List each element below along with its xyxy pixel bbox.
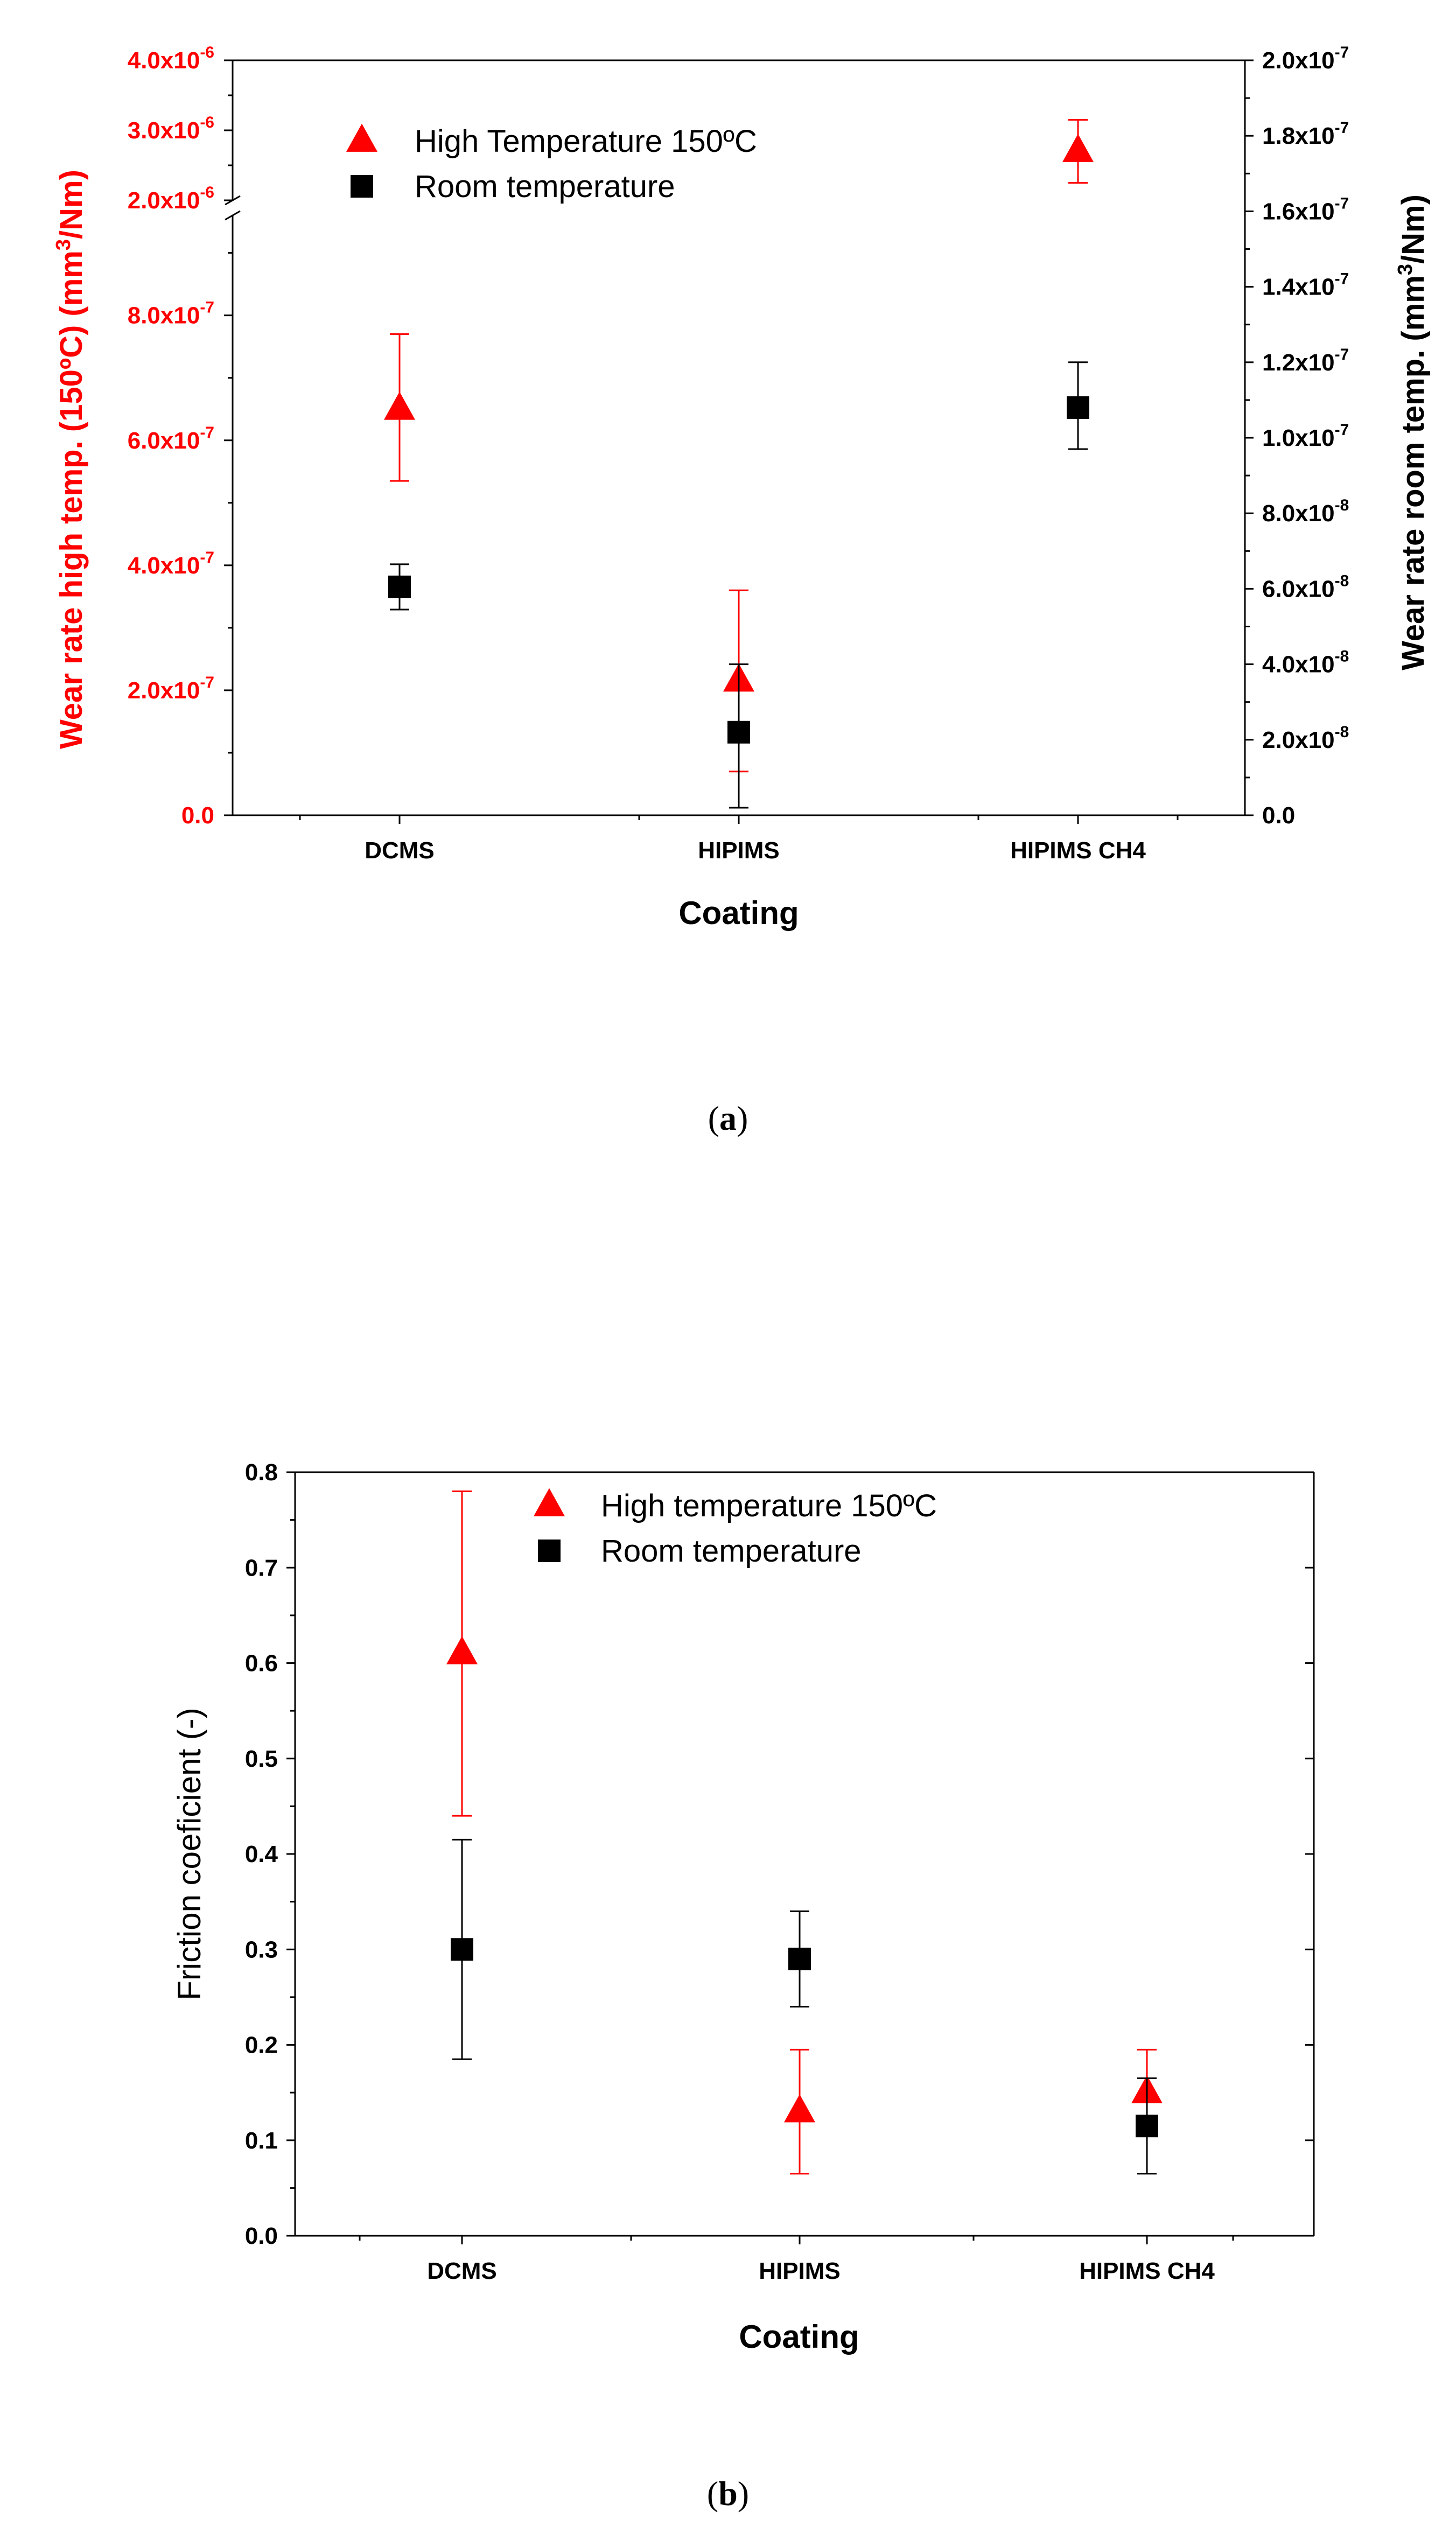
left-tick-label: 2.0x10-7: [128, 674, 214, 704]
legend-marker-room-temp: [538, 1540, 561, 1562]
data-point-high-temp: [1062, 134, 1094, 162]
x-tick-label: DCMS: [427, 2258, 497, 2284]
left-tick-label: 0.0: [181, 802, 214, 829]
x-tick-label: DCMS: [365, 837, 435, 864]
y-tick-label: 0.2: [245, 2032, 278, 2059]
right-tick-label: 1.0x10-7: [1262, 421, 1349, 451]
x-axis-title: Coating: [678, 895, 799, 931]
left-tick-label: 6.0x10-7: [128, 424, 214, 454]
right-y-axis-title: Wear rate room temp. (mm3/Nm): [1394, 194, 1431, 670]
right-tick-label: 1.4x10-7: [1262, 270, 1349, 300]
left-y-axis-title: Wear rate high temp. (150ºC) (mm3/Nm): [52, 170, 89, 749]
y-tick-label: 0.5: [245, 1746, 278, 1772]
data-point-high-temp: [384, 391, 415, 420]
left-tick-label: 2.0x10-6: [128, 184, 214, 214]
chart-a: 0.0 2.0x10-7 4.0x10-7 6.0x10-7 8.0x10-7 2.0x1…: [52, 44, 1431, 1137]
chart-b: 0.0 0.1 0.2 0.3 0.4 0.5 0.6 0.7 0.8 DCMS HIPIMS HIP…: [171, 1459, 1315, 2513]
y-tick-label: 0.4: [245, 1841, 278, 1867]
panel-label-b: (b): [707, 2474, 749, 2513]
legend-marker-high-temp: [534, 1488, 565, 1516]
right-tick-label: 1.8x10-7: [1262, 119, 1349, 149]
right-tick-label: 6.0x10-8: [1262, 572, 1349, 602]
legend-marker-room-temp: [351, 175, 373, 198]
x-tick-label: HIPIMS CH4: [1079, 2258, 1215, 2284]
y-axis-title: Friction coeficient (-): [171, 1708, 207, 2000]
legend-label-high-temp: High Temperature 150ºC: [415, 124, 757, 159]
left-tick-label: 3.0x10-6: [128, 114, 214, 144]
data-point-room-temp: [788, 1947, 811, 1970]
x-tick-label: HIPIMS: [759, 2258, 841, 2284]
data-point-high-temp: [446, 1636, 478, 1664]
right-tick-label: 4.0x10-8: [1262, 648, 1349, 678]
data-point-room-temp: [451, 1938, 473, 1961]
x-tick-label: HIPIMS: [698, 837, 780, 864]
left-tick-label: 4.0x10-6: [128, 44, 214, 74]
panel-label-a: (a): [708, 1099, 748, 1137]
legend-label-room-temp: Room temperature: [415, 169, 675, 204]
right-tick-label: 1.2x10-7: [1262, 346, 1349, 376]
y-tick-label: 0.7: [245, 1555, 278, 1581]
data-point-high-temp: [784, 2094, 815, 2123]
left-tick-label: 8.0x10-7: [128, 299, 214, 329]
legend-label-high-temp: High temperature 150ºC: [601, 1488, 937, 1523]
legend-label-room-temp: Room temperature: [601, 1534, 862, 1569]
right-tick-label: 0.0: [1262, 802, 1295, 829]
y-tick-label: 0.3: [245, 1936, 278, 1963]
right-tick-label: 2.0x10-7: [1262, 44, 1349, 74]
data-point-room-temp: [388, 575, 411, 598]
right-tick-label: 2.0x10-8: [1262, 723, 1349, 753]
x-axis-title: Coating: [739, 2319, 859, 2355]
legend-marker-high-temp: [346, 123, 377, 152]
right-tick-label: 1.6x10-7: [1262, 194, 1349, 225]
y-tick-label: 0.6: [245, 1650, 278, 1677]
y-tick-label: 0.1: [245, 2128, 278, 2154]
left-tick-label: 4.0x10-7: [128, 549, 214, 579]
axis-break-mark: [225, 210, 241, 221]
data-point-room-temp: [1067, 396, 1089, 419]
right-tick-label: 8.0x10-8: [1262, 496, 1349, 527]
y-tick-label: 0.0: [245, 2223, 278, 2249]
data-point-room-temp: [1136, 2115, 1158, 2138]
y-tick-label: 0.8: [245, 1459, 278, 1486]
data-point-room-temp: [727, 720, 750, 744]
x-tick-label: HIPIMS CH4: [1010, 837, 1146, 864]
